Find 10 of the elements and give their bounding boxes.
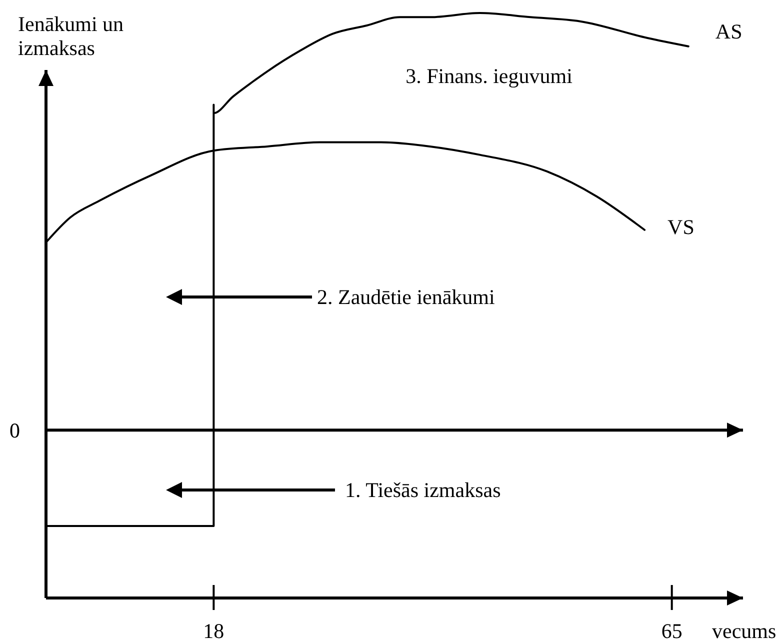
x-tick-label: 18 bbox=[203, 619, 224, 641]
series-label: VS bbox=[668, 214, 694, 239]
y-axis-title: Ienākumi un izmaksas bbox=[18, 12, 125, 60]
x-axis-title: vecums bbox=[712, 619, 776, 641]
series-label: AS bbox=[715, 19, 742, 44]
annotation: 2. Zaudētie ienākumi bbox=[317, 285, 496, 309]
x-tick-label: 65 bbox=[661, 619, 682, 641]
annotation: 1. Tiešās izmaksas bbox=[345, 478, 501, 502]
ref-line-label: 0 bbox=[10, 418, 20, 443]
annotation: 3. Finans. ieguvumi bbox=[406, 64, 573, 88]
